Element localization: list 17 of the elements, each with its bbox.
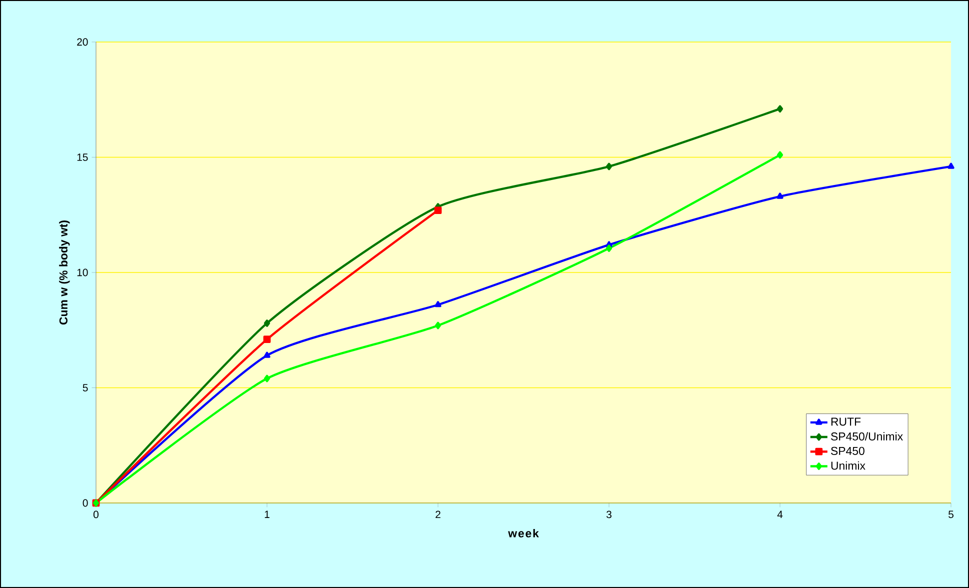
legend-label: SP450 bbox=[830, 446, 864, 455]
legend-label: RUTF bbox=[831, 418, 861, 426]
legend-label: SP450/Unimix bbox=[830, 432, 903, 441]
x-tick-label: 2 bbox=[436, 510, 440, 518]
y-tick-label: 0 bbox=[82, 499, 88, 507]
x-tick-label: 3 bbox=[606, 510, 612, 518]
x-axis-title: week bbox=[508, 529, 539, 538]
x-tick-label: 4 bbox=[777, 510, 783, 518]
x-tick-label: 5 bbox=[948, 510, 954, 518]
x-tick-label: 0 bbox=[94, 510, 99, 518]
y-tick-label: 10 bbox=[77, 268, 88, 276]
x-tick-label: 1 bbox=[264, 510, 270, 518]
y-axis-title: Cum w (% body wt) bbox=[59, 220, 70, 325]
y-tick-label: 5 bbox=[82, 384, 88, 392]
legend-label: Unimix bbox=[831, 461, 866, 470]
y-tick-label: 15 bbox=[77, 154, 88, 161]
y-tick-label: 20 bbox=[77, 38, 88, 46]
